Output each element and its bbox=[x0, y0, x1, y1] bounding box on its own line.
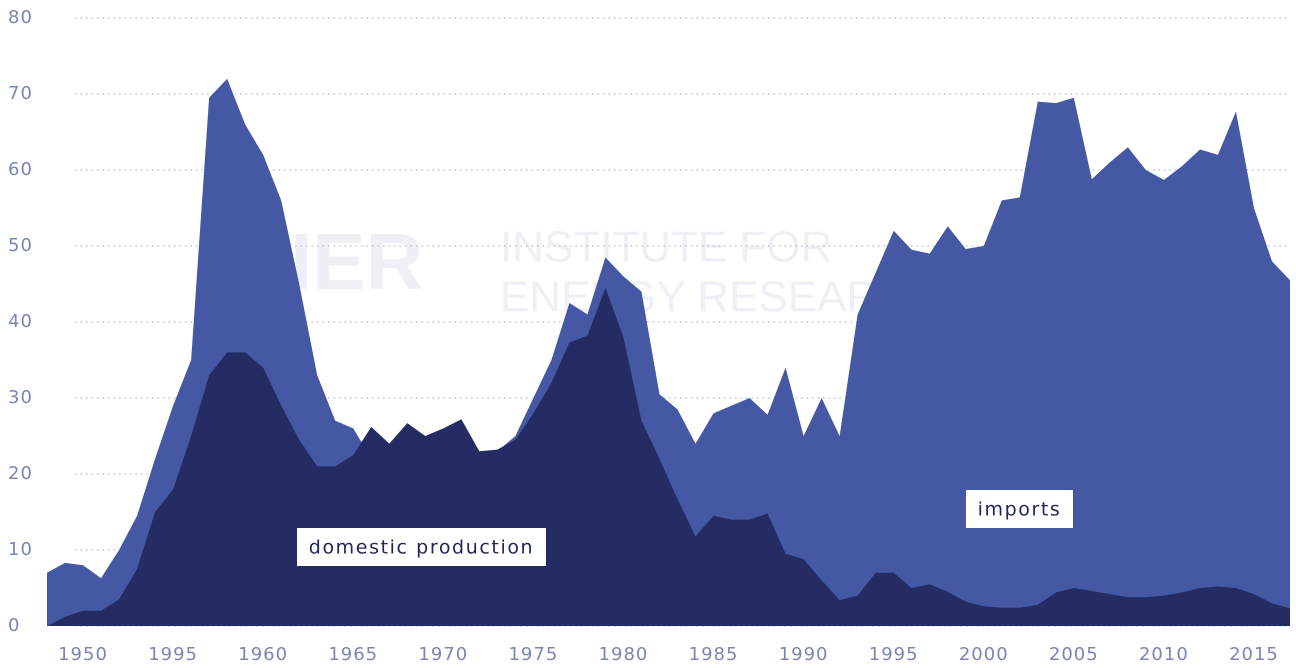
labels: 0 10 20 30 40 50 60 70 80 1950 1995 1960 1965 1970 197… bbox=[8, 7, 1279, 665]
x-tick-label: 2000 bbox=[959, 644, 1009, 665]
label-box bbox=[297, 528, 546, 566]
y-tick-label: 60 bbox=[8, 159, 33, 180]
x-tick-label: 1995 bbox=[148, 644, 198, 665]
y-tick-label: 30 bbox=[8, 387, 33, 408]
x-tick-label: 1980 bbox=[599, 644, 649, 665]
y-tick-label: 50 bbox=[8, 235, 33, 256]
y-tick-label: 0 bbox=[8, 615, 20, 636]
x-tick-label: 1970 bbox=[418, 644, 468, 665]
x-tick-label: 2010 bbox=[1139, 644, 1189, 665]
y-tick-label: 70 bbox=[8, 83, 33, 104]
watermark: INSTITUTE FOR bbox=[500, 223, 832, 272]
x-tick-label: 1960 bbox=[238, 644, 288, 665]
watermark: IER bbox=[290, 217, 423, 306]
areas bbox=[47, 78, 1290, 627]
x-tick-label: 1995 bbox=[869, 644, 919, 665]
x-tick-label: 1950 bbox=[58, 644, 108, 665]
y-tick-label: 40 bbox=[8, 311, 33, 332]
x-tick-label: 1965 bbox=[328, 644, 378, 665]
x-tick-label: 1990 bbox=[779, 644, 829, 665]
x-tick-label: 1975 bbox=[508, 644, 558, 665]
y-tick-label: 20 bbox=[8, 463, 33, 484]
x-tick-label: 2005 bbox=[1049, 644, 1099, 665]
series-label: imports bbox=[978, 499, 1062, 521]
x-tick-label: 2015 bbox=[1229, 644, 1279, 665]
series-label: domestic production bbox=[309, 537, 534, 559]
x-tick-label: 1985 bbox=[689, 644, 739, 665]
y-tick-label: 80 bbox=[8, 7, 33, 28]
y-tick-label: 10 bbox=[8, 539, 33, 560]
label-box bbox=[966, 490, 1073, 528]
